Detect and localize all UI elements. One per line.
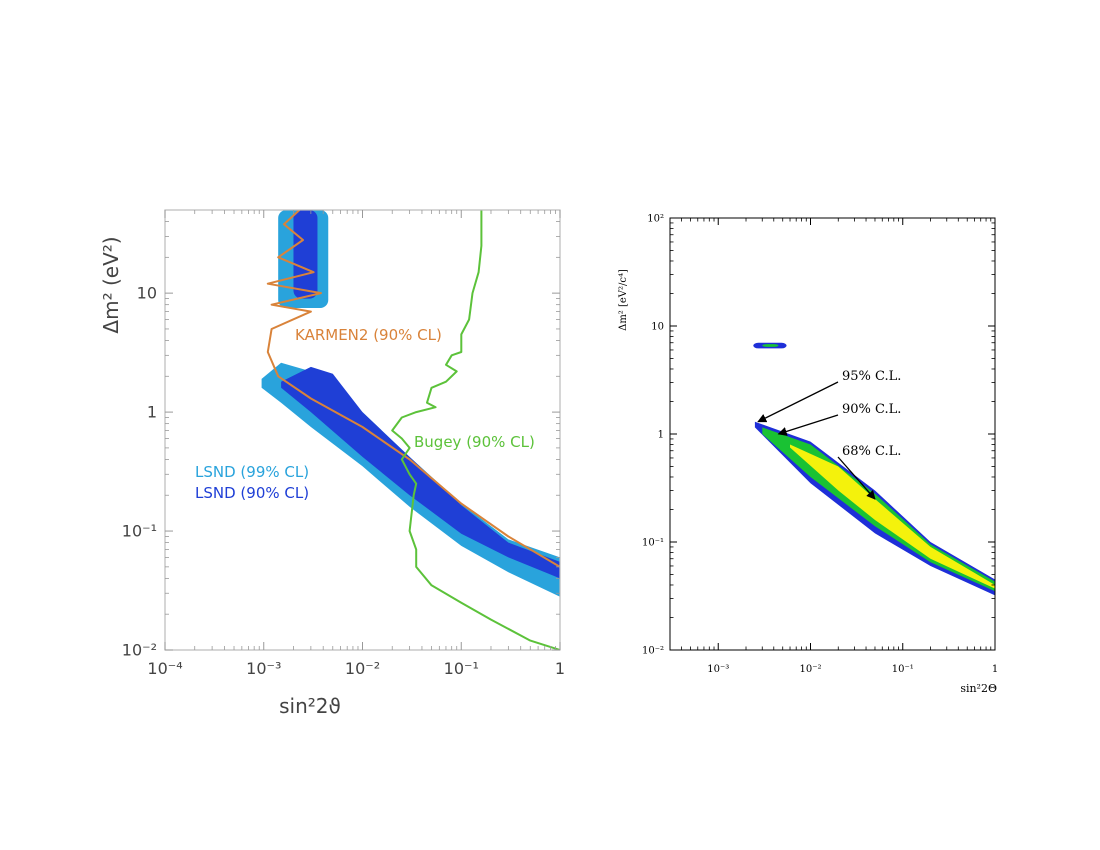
left-x-tick-label-3: 10⁻²	[345, 659, 380, 678]
left-y-tick-label-4: 10	[137, 284, 157, 303]
left-plot: 10⁻⁴ 10⁻³ 10⁻² 10⁻¹ 1 10⁻² 10⁻¹ 1 10 Δm² (eV²) s…	[99, 209, 565, 718]
right-region-2-island-1	[762, 344, 779, 347]
left-y-axis-label: Δm² (eV²)	[99, 236, 123, 333]
left-y-tick-label-3: 1	[147, 403, 157, 422]
right-y-tick-label-5: 10²	[647, 214, 664, 225]
right-x-tick-label-4: 1	[992, 664, 998, 675]
right-annotation-arrow-3	[837, 456, 876, 500]
right-x-tick-label-2: 10⁻²	[799, 664, 821, 675]
left-x-tick-label-2: 10⁻³	[246, 659, 281, 678]
right-annotation-label-1: 95% C.L.	[842, 369, 901, 384]
bugey-series-label: Bugey (90% CL)	[414, 433, 535, 451]
left-series-line-2	[391, 210, 560, 650]
left-x-tick-label-1: 10⁻⁴	[147, 659, 182, 678]
left-x-axis-label: sin²2ϑ	[279, 694, 341, 718]
right-y-tick-label-4: 10	[651, 322, 664, 333]
left-y-tick-label-2: 10⁻¹	[122, 522, 157, 541]
lsnd-90-legend-label: LSND (90% CL)	[195, 484, 309, 502]
right-annotation-arrow-1	[757, 381, 839, 423]
right-y-tick-label-2: 10⁻¹	[642, 538, 664, 549]
left-series-line-1	[266, 210, 560, 568]
right-plot: 10⁻³ 10⁻² 10⁻¹ 1 10⁻² 10⁻¹ 1 10 10² Δm² [eV²/c⁴]…	[618, 214, 998, 696]
karmen-series-label: KARMEN2 (90% CL)	[295, 326, 442, 344]
left-y-tick-label-1: 10⁻²	[122, 641, 157, 660]
left-region-2	[281, 366, 560, 579]
left-x-tick-label-4: 10⁻¹	[444, 659, 479, 678]
right-frame	[669, 217, 996, 651]
right-x-tick-label-1: 10⁻³	[707, 664, 729, 675]
left-x-tick-label-5: 1	[555, 659, 565, 678]
right-x-axis-label: sin²2Θ	[960, 682, 997, 695]
lsnd-99-legend-label: LSND (99% CL)	[195, 463, 309, 481]
right-region-3	[790, 444, 995, 589]
right-y-tick-label-3: 1	[658, 430, 664, 441]
left-region-2-island-1	[293, 210, 318, 299]
right-annotation-label-2: 90% C.L.	[842, 402, 901, 417]
right-annotation-label-3: 68% C.L.	[842, 444, 901, 459]
right-y-tick-label-1: 10⁻²	[642, 646, 664, 657]
right-annotation-arrow-2	[777, 414, 839, 436]
right-x-tick-label-3: 10⁻¹	[892, 664, 914, 675]
right-y-axis-label: Δm² [eV²/c⁴]	[618, 269, 629, 331]
